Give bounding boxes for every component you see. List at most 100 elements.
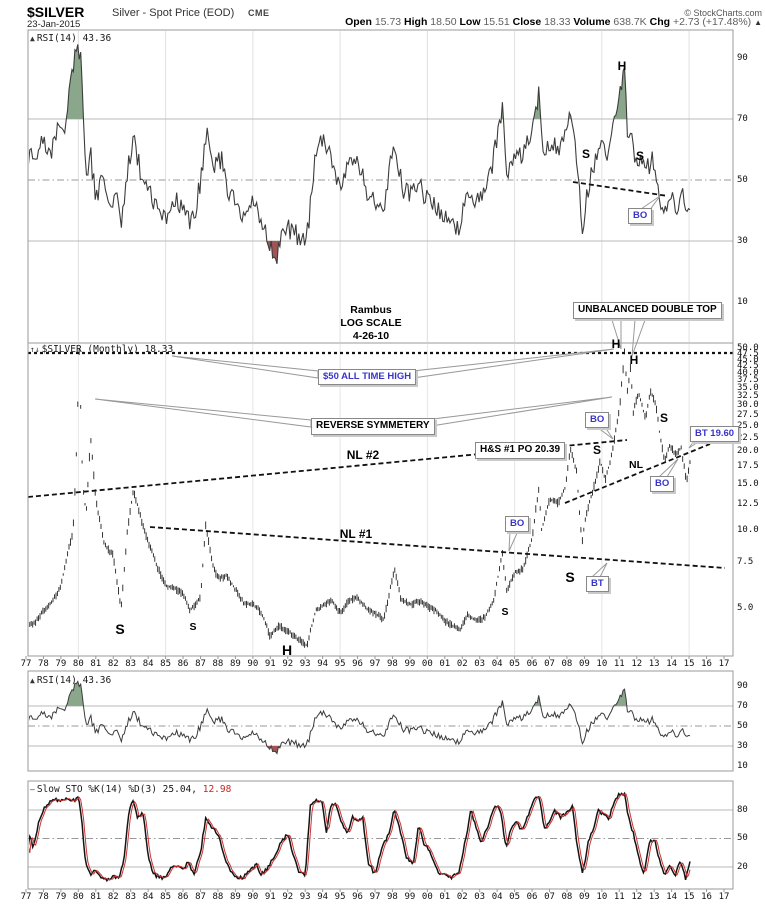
year-label-bottom-05: 05 <box>509 892 521 902</box>
year-label-main-94: 94 <box>317 659 329 669</box>
year-label-bottom-16: 16 <box>701 892 712 902</box>
ytick-sto-50: 50 <box>737 833 748 843</box>
ytick-rsi-bottom-70: 70 <box>737 700 748 711</box>
sto-label: — Slow STO %K(14) %D(3) 25.04, 12.98 <box>30 784 232 795</box>
callout-backtest-1960: BT 19.60 <box>690 426 740 442</box>
year-label-main-09: 09 <box>578 659 590 669</box>
year-label-bottom-79: 79 <box>55 892 67 902</box>
year-label-bottom-83: 83 <box>125 892 137 902</box>
annotation-shoulder-2010: S <box>592 443 602 457</box>
year-label-main-17: 17 <box>718 659 730 669</box>
annotation-shoulder-left-rsi-top: S <box>581 147 591 161</box>
annotation-shoulder-1986: S <box>189 620 197 633</box>
year-label-main-85: 85 <box>160 659 172 669</box>
annotation-nl-small: NL <box>629 458 643 471</box>
year-label-main-16: 16 <box>701 659 712 669</box>
quote-label-volume: Volume <box>573 16 614 28</box>
year-label-bottom-86: 86 <box>177 892 189 902</box>
callout-reverse-symmetry: REVERSE SYMMETERY <box>311 418 435 435</box>
year-label-main-07: 07 <box>544 659 555 669</box>
scale-note: LOG SCALE <box>340 317 402 329</box>
change-direction-icon: ▲ <box>754 18 762 27</box>
callout-backtest-2008: BT <box>586 576 609 592</box>
security-name: Silver - Spot Price (EOD) <box>112 7 235 19</box>
annotation-head-1992: H <box>281 642 293 658</box>
annotation-neckline1-label: NL #1 <box>339 527 373 541</box>
callout-bo-neckline: BO <box>650 476 675 492</box>
ytick-main-15.0: 15.0 <box>737 478 759 489</box>
chartist-name: Rambus <box>350 304 392 316</box>
year-label-main-81: 81 <box>90 659 102 669</box>
year-label-bottom-92: 92 <box>282 892 294 902</box>
year-label-bottom-95: 95 <box>334 892 346 902</box>
ytick-rsi-bottom-30: 30 <box>737 740 748 751</box>
annotation-shoulder-2004: S <box>501 605 509 618</box>
ytick-main-45.0: 45.0 <box>737 354 759 365</box>
year-label-bottom-77: 77 <box>20 892 32 902</box>
quote-value-low: 15.51 <box>483 16 513 28</box>
year-label-main-97: 97 <box>369 659 381 669</box>
ytick-sto-20: 20 <box>737 861 748 872</box>
year-label-bottom-98: 98 <box>387 892 398 902</box>
year-label-bottom-07: 07 <box>544 892 555 902</box>
ytick-main-5.0: 5.0 <box>737 602 754 613</box>
year-label-bottom-78: 78 <box>38 892 49 902</box>
year-label-bottom-81: 81 <box>90 892 102 902</box>
year-label-bottom-06: 06 <box>526 892 538 902</box>
year-label-main-80: 80 <box>72 659 84 669</box>
callout-50-all-time-high: $50 ALL TIME HIGH <box>318 369 417 385</box>
sto-d-value: 12.98 <box>202 784 232 795</box>
annotation-head-2011-b: H <box>629 353 639 367</box>
year-label-main-00: 00 <box>421 659 433 669</box>
annotation-shoulder-2008: S <box>565 569 575 585</box>
quote-value-volume: 638.7K <box>613 16 650 28</box>
ytick-rsi-bottom-90: 90 <box>737 680 748 691</box>
year-label-bottom-84: 84 <box>142 892 154 902</box>
year-label-main-11: 11 <box>613 659 625 669</box>
callout-bo-hs1: BO <box>585 412 610 428</box>
year-label-bottom-13: 13 <box>648 892 660 902</box>
year-label-main-90: 90 <box>247 659 259 669</box>
ytick-main-10.0: 10.0 <box>737 524 759 535</box>
year-label-bottom-08: 08 <box>561 892 573 902</box>
ytick-rsi-top-30: 30 <box>737 235 748 246</box>
annotation-head-rsi-top: H <box>617 59 627 73</box>
quote-label-close: Close <box>512 16 545 28</box>
ytick-main-35.0: 35.0 <box>737 383 759 394</box>
year-label-bottom-14: 14 <box>666 892 678 902</box>
year-label-main-93: 93 <box>299 659 311 669</box>
ticker-symbol: $SILVER <box>27 4 85 20</box>
year-label-main-87: 87 <box>195 659 206 669</box>
quote-label-chg: Chg <box>649 16 673 28</box>
year-label-bottom-03: 03 <box>474 892 486 902</box>
quote-label-open: Open <box>345 16 375 28</box>
year-label-main-13: 13 <box>648 659 660 669</box>
year-label-bottom-15: 15 <box>683 892 695 902</box>
ytick-main-17.5: 17.5 <box>737 461 759 472</box>
year-label-bottom-91: 91 <box>264 892 276 902</box>
year-label-bottom-11: 11 <box>613 892 625 902</box>
main-panel-label: ↑↓ $SILVER (Monthly) 18.33 <box>30 344 174 355</box>
year-label-bottom-00: 00 <box>421 892 433 902</box>
ytick-main-20.0: 20.0 <box>737 446 759 457</box>
year-label-bottom-94: 94 <box>317 892 329 902</box>
copyright: © StockCharts.com <box>684 8 762 18</box>
year-label-main-96: 96 <box>352 659 363 669</box>
chart-date: 4-26-10 <box>352 330 390 342</box>
ytick-rsi-bottom-10: 10 <box>737 760 748 771</box>
year-label-main-99: 99 <box>404 659 416 669</box>
year-label-main-82: 82 <box>107 659 119 669</box>
ytick-rsi-bottom-50: 50 <box>737 720 748 731</box>
year-label-bottom-99: 99 <box>404 892 416 902</box>
ytick-main-30.0: 30.0 <box>737 400 759 411</box>
annotation-head-2011-a: H <box>611 337 621 351</box>
year-label-main-03: 03 <box>474 659 486 669</box>
price-arrows-icon: ↑↓ <box>30 345 40 354</box>
year-label-bottom-93: 93 <box>299 892 311 902</box>
year-label-bottom-09: 09 <box>578 892 590 902</box>
year-label-main-86: 86 <box>177 659 189 669</box>
ytick-rsi-top-90: 90 <box>737 52 748 63</box>
callout-unbalanced-double-top: UNBALANCED DOUBLE TOP <box>573 302 722 319</box>
